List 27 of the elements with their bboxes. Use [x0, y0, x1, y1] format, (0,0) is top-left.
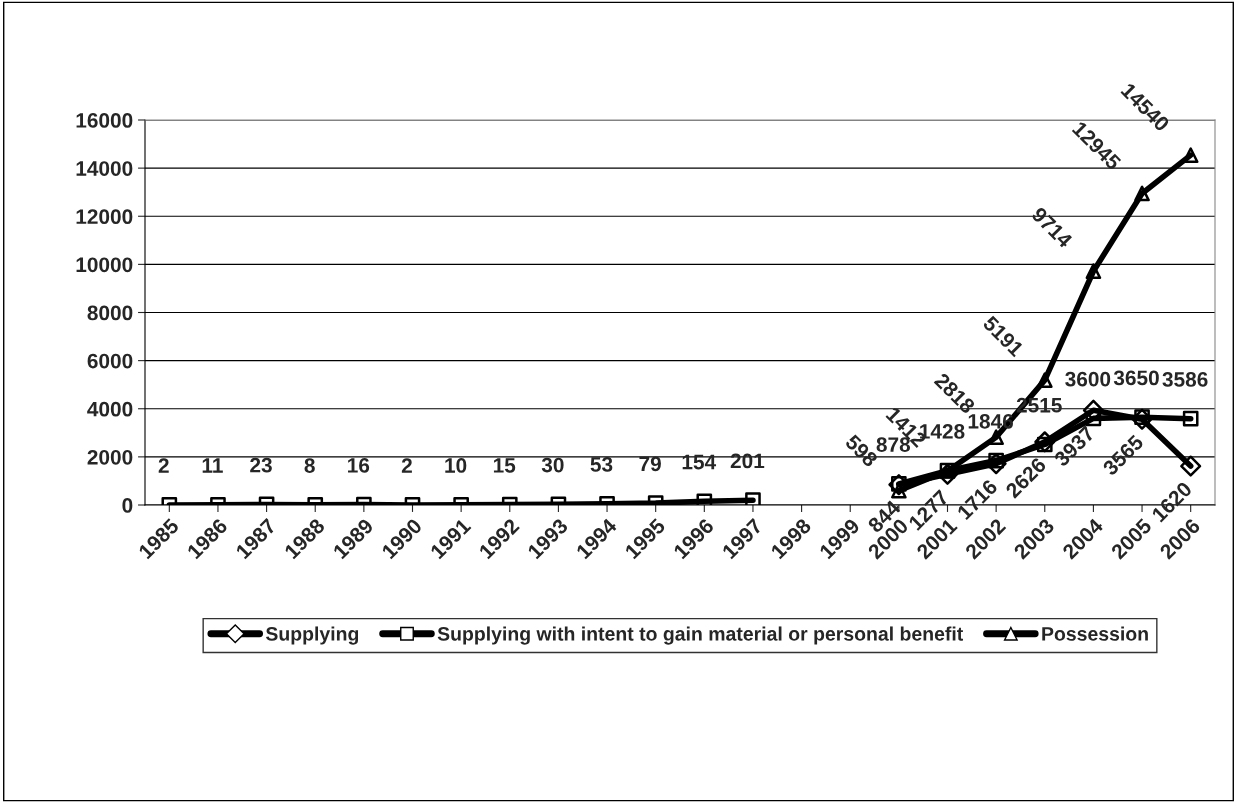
- data-label: 154: [682, 454, 717, 470]
- data-label: 16: [348, 457, 370, 473]
- data-label: 3600: [1065, 371, 1111, 387]
- legend-label: Supplying: [265, 626, 359, 645]
- data-label: 30: [541, 457, 564, 473]
- data-label: 79: [639, 456, 661, 472]
- y-tick-label: 16000: [76, 113, 133, 128]
- data-label: 8: [304, 458, 315, 473]
- data-label: 3586: [1162, 372, 1208, 387]
- data-label: 2: [401, 458, 412, 473]
- y-tick-label: 6000: [87, 353, 133, 369]
- data-label: 53: [590, 457, 613, 472]
- y-tick-label: 0: [122, 498, 133, 513]
- y-tick-label: 10000: [76, 257, 133, 273]
- data-label: 10: [445, 458, 467, 473]
- data-label: 3650: [1113, 370, 1159, 386]
- y-tick-label: 14000: [76, 161, 133, 176]
- data-label: 2: [158, 458, 169, 473]
- y-tick-label: 2000: [87, 449, 133, 465]
- data-label: 11: [202, 458, 223, 473]
- legend-label: Possession: [1042, 626, 1148, 641]
- legend-label: Supplying with intent to gain material or personal benefit: [437, 626, 964, 645]
- y-tick-label: 8000: [87, 305, 133, 321]
- data-label: 15: [493, 458, 516, 473]
- y-tick-label: 4000: [87, 401, 133, 417]
- y-tick-label: 12000: [76, 209, 133, 224]
- data-label: 23: [250, 457, 272, 473]
